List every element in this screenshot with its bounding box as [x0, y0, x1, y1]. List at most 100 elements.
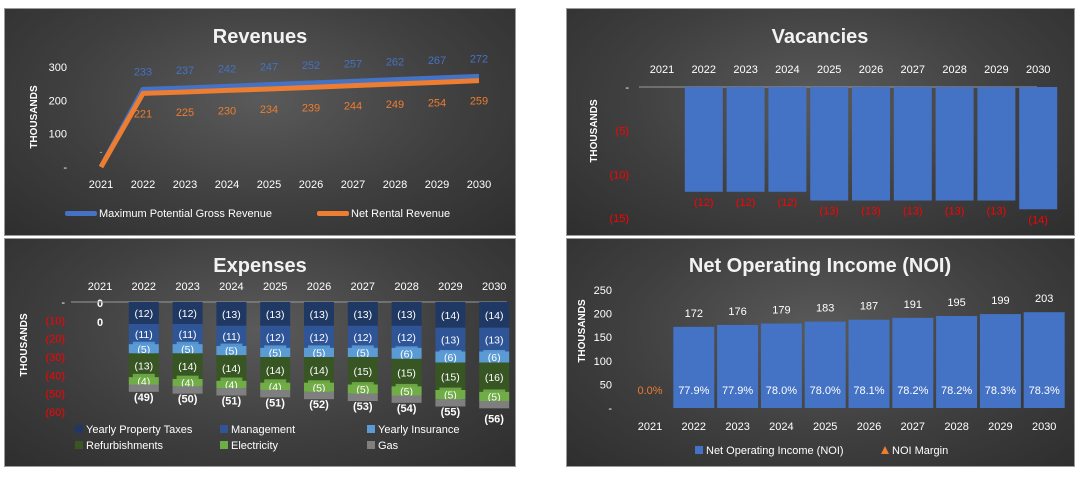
- data-label-bg: [395, 365, 418, 379]
- data-label: (12): [134, 308, 153, 320]
- x-tick-label: 2021: [650, 64, 674, 76]
- data-label: (13): [441, 335, 460, 347]
- x-tick-label: 2030: [1026, 64, 1050, 76]
- bar: [1023, 312, 1065, 408]
- data-label: (5): [269, 347, 282, 359]
- data-label-bg: [308, 306, 330, 320]
- x-tick-label: 2022: [132, 281, 156, 293]
- x-tick-label: 2023: [733, 64, 757, 76]
- legend-swatch: [317, 211, 349, 216]
- data-label: (13): [485, 335, 504, 347]
- expenses-chart: Expenses THOUSANDS - (10) (20) (30) (40) (50) (6…: [19, 255, 510, 452]
- legend-label: Electricity: [231, 440, 279, 452]
- total-label: (54): [397, 403, 417, 415]
- x-tick-label: 2030: [1032, 421, 1056, 433]
- data-label: 262: [386, 57, 404, 69]
- data-label-bg: [483, 389, 506, 403]
- data-label: 247: [260, 62, 278, 74]
- revenues-chart-panel: Revenues THOUSANDS - 100 200 300 2021 2022 2023 2…: [4, 8, 516, 236]
- data-label-bg: [132, 327, 155, 341]
- data-label: (13): [861, 206, 881, 218]
- data-label: (13): [310, 309, 329, 321]
- data-label: 183: [816, 303, 834, 315]
- data-label-bg: [264, 379, 287, 393]
- series-line: [98, 78, 480, 169]
- y-tick-label: (60): [45, 407, 65, 419]
- y-tick-label: 100: [594, 356, 612, 368]
- data-label: (12): [266, 332, 285, 344]
- data-label: 244: [344, 101, 362, 113]
- data-label: (13): [903, 206, 923, 218]
- bar: [726, 87, 765, 192]
- data-label: 0: [97, 317, 103, 329]
- y-tick-label: -: [63, 162, 67, 174]
- bar: [810, 87, 849, 201]
- data-label-bg: [308, 329, 330, 343]
- margin-label: 78.0%: [810, 385, 841, 397]
- y-tick-label: 200: [49, 95, 67, 107]
- data-label-bg: [483, 307, 506, 321]
- data-label: (5): [356, 347, 369, 359]
- margin-label: 0.0%: [637, 385, 662, 397]
- data-label: (5): [313, 382, 326, 394]
- data-label: (5): [225, 346, 238, 358]
- bar: [979, 314, 1021, 408]
- data-label: (6): [400, 348, 413, 360]
- margin-label: 78.2%: [897, 385, 928, 397]
- y-tick-label: (50): [45, 389, 65, 401]
- y-tick-label: (20): [45, 334, 65, 346]
- data-label: (14): [441, 310, 460, 322]
- y-axis-label: THOUSANDS: [577, 299, 588, 363]
- bar: [892, 317, 934, 408]
- y-tick-label: (30): [45, 352, 65, 364]
- margin-label: 78.0%: [766, 385, 797, 397]
- total-label: (49): [134, 392, 154, 404]
- data-label-bg: [176, 306, 199, 319]
- data-label: (5): [313, 347, 326, 359]
- data-label: 254: [428, 97, 446, 109]
- bar-segment: [435, 399, 466, 407]
- data-label: (5): [137, 344, 150, 356]
- data-label: (12): [310, 332, 329, 344]
- data-label: (12): [397, 332, 416, 344]
- bar: [684, 87, 723, 192]
- data-label-bg: [220, 343, 243, 357]
- legend-label: Refurbishments: [86, 440, 164, 452]
- data-label-bg: [351, 329, 374, 343]
- x-tick-label: 2030: [482, 281, 506, 293]
- data-label: (14): [178, 361, 197, 373]
- x-tick-label: 2025: [263, 281, 287, 293]
- data-label-bg: [395, 329, 418, 343]
- data-label: 239: [302, 102, 320, 114]
- bar-segment: [391, 395, 422, 403]
- data-label: (15): [353, 366, 372, 378]
- bar-segment: [260, 390, 291, 398]
- data-label-bg: [351, 345, 374, 359]
- x-tick-label: 2027: [901, 421, 925, 433]
- x-tick-label: 2029: [438, 281, 462, 293]
- x-tick-label: 2028: [942, 64, 966, 76]
- data-label: (13): [134, 360, 153, 372]
- y-tick-label: 100: [49, 129, 67, 141]
- margin-label: 77.9%: [722, 385, 753, 397]
- data-label: 267: [428, 55, 446, 67]
- bar-segment: [347, 393, 378, 401]
- data-label-bg: [264, 362, 287, 376]
- total-label: (51): [265, 397, 285, 409]
- data-label: 199: [991, 295, 1009, 307]
- x-tick-label: 2027: [341, 179, 365, 191]
- data-label: (13): [819, 206, 839, 218]
- data-label-bg: [220, 328, 243, 342]
- data-label-bg: [264, 329, 287, 343]
- x-tick-label: 2027: [901, 64, 925, 76]
- total-label: (52): [309, 399, 329, 411]
- data-label: -: [100, 147, 103, 157]
- y-axis-label: THOUSANDS: [29, 85, 40, 149]
- data-label-bg: [308, 380, 330, 394]
- data-label: 179: [772, 305, 790, 317]
- x-tick-label: 2028: [383, 179, 407, 191]
- x-tick-label: 2028: [944, 421, 968, 433]
- x-tick-label: 2024: [775, 64, 799, 76]
- legend-swatch: [65, 211, 97, 216]
- legend-label: Net Rental Revenue: [351, 208, 450, 220]
